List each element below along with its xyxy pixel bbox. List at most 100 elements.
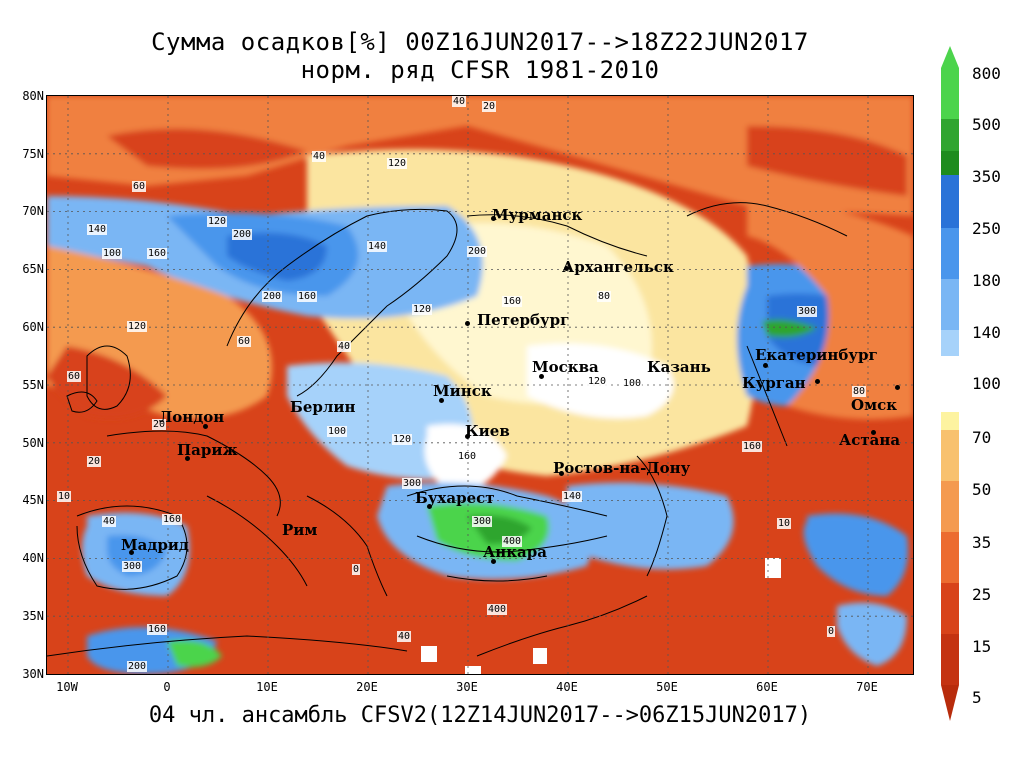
colorbar-swatch-140 xyxy=(941,279,959,330)
colorbar-label: 15 xyxy=(972,637,992,656)
contour-label: 10 xyxy=(57,491,72,502)
contour-label: 40 xyxy=(337,341,352,352)
colorbar-swatch-250 xyxy=(941,175,959,228)
chart-title-line1: Сумма осадков[%] 00Z16JUN2017-->18Z22JUN… xyxy=(151,28,809,56)
colorbar-swatch-15 xyxy=(941,583,959,634)
colorbar-label: 350 xyxy=(972,167,1001,186)
city-label-rome: Рим xyxy=(282,521,318,539)
ensemble-footer: 04 чл. ансамбль CFSV2(12Z14JUN2017-->06Z… xyxy=(148,703,812,728)
city-marker xyxy=(203,424,208,429)
city-label-moscow: Москва xyxy=(532,358,599,376)
contour-label: 0 xyxy=(352,564,361,575)
contour-label: 200 xyxy=(467,246,488,257)
map-gridlines xyxy=(47,96,913,674)
colorbar-label: 5 xyxy=(972,688,982,707)
colorbar-label: 100 xyxy=(972,374,1001,393)
city-label-astana: Астана xyxy=(839,431,901,449)
city-marker xyxy=(539,374,544,379)
colorbar-label: 500 xyxy=(972,115,1001,134)
colorbar-swatch-100-low xyxy=(941,330,959,356)
contour-label: 20 xyxy=(87,456,102,467)
city-marker xyxy=(491,559,496,564)
colorbar-label: 250 xyxy=(972,219,1001,238)
lat-label: 50N xyxy=(22,436,44,450)
lat-label: 70N xyxy=(22,204,44,218)
contour-label: 100 xyxy=(327,426,348,437)
lat-label: 65N xyxy=(22,262,44,276)
lat-label: 80N xyxy=(22,89,44,103)
lon-label: 10W xyxy=(56,680,78,694)
city-marker xyxy=(564,266,569,271)
colorbar-label: 25 xyxy=(972,585,992,604)
colorbar-swatch-180 xyxy=(941,228,959,279)
city-label-murmansk: Мурманск xyxy=(492,206,583,224)
colorbar-swatch-350 xyxy=(941,151,959,175)
city-label-minsk: Минск xyxy=(433,382,492,400)
city-marker xyxy=(871,430,876,435)
city-label-ankara: Анкара xyxy=(483,543,547,561)
city-label-yekaterinburg: Екатеринбург xyxy=(755,346,878,364)
contour-label: 160 xyxy=(147,248,168,259)
contour-label: 60 xyxy=(67,371,82,382)
contour-label: 120 xyxy=(207,216,228,227)
precipitation-map: 40 20 40 120 60 140 120 200 160 100 140 … xyxy=(46,95,914,675)
contour-label: 40 xyxy=(102,516,117,527)
city-label-kazan: Казань xyxy=(647,358,711,376)
lat-label: 45N xyxy=(22,493,44,507)
contour-label: 160 xyxy=(162,514,183,525)
lon-label: 30E xyxy=(456,680,478,694)
city-marker xyxy=(427,504,432,509)
colorbar-label: 70 xyxy=(972,428,992,447)
lat-label: 55N xyxy=(22,378,44,392)
contour-label: 300 xyxy=(472,516,493,527)
colorbar-swatch-800 xyxy=(941,68,959,119)
city-label-london: Лондон xyxy=(159,408,225,426)
contour-label: 120 xyxy=(587,376,608,387)
colorbar-label: 35 xyxy=(972,533,992,552)
lon-label: 40E xyxy=(556,680,578,694)
contour-label: 300 xyxy=(402,478,423,489)
city-label-arkhangelsk: Архангельск xyxy=(562,258,674,276)
contour-label: 160 xyxy=(147,624,168,635)
city-marker xyxy=(559,471,564,476)
colorbar-label: 140 xyxy=(972,323,1001,342)
contour-label: 160 xyxy=(742,441,763,452)
city-marker xyxy=(895,385,900,390)
contour-label: 20 xyxy=(482,101,497,112)
lon-label: 10E xyxy=(256,680,278,694)
lon-label: 70E xyxy=(856,680,878,694)
city-marker xyxy=(439,398,444,403)
city-label-omsk: Омск xyxy=(851,396,898,414)
colorbar-swatch-50 xyxy=(941,430,959,481)
lon-label: 50E xyxy=(656,680,678,694)
contour-label: 40 xyxy=(312,151,327,162)
contour-label: 80 xyxy=(852,386,867,397)
contour-label: 20 xyxy=(152,419,167,430)
lat-label: 60N xyxy=(22,320,44,334)
colorbar-swatch-5 xyxy=(941,634,959,685)
coastlines xyxy=(47,202,848,657)
contour-label: 140 xyxy=(367,241,388,252)
contour-label: 140 xyxy=(562,491,583,502)
colorbar xyxy=(941,46,959,721)
colorbar-top-arrow xyxy=(941,46,959,68)
colorbar-label: 800 xyxy=(972,64,1001,83)
lat-label: 35N xyxy=(22,609,44,623)
contour-label: 200 xyxy=(127,661,148,672)
city-label-madrid: Мадрид xyxy=(121,536,189,554)
city-label-paris: Париж xyxy=(177,441,238,459)
contour-label: 120 xyxy=(412,304,433,315)
colorbar-swatch-35 xyxy=(941,481,959,532)
lon-label: 20E xyxy=(356,680,378,694)
city-marker xyxy=(465,321,470,326)
contour-label: 60 xyxy=(237,336,252,347)
contour-label: 160 xyxy=(457,451,478,462)
city-label-rostov: Ростов-на-Дону xyxy=(553,459,691,477)
city-marker xyxy=(465,434,470,439)
lon-label: 0 xyxy=(163,680,171,694)
contour-label: 40 xyxy=(397,631,412,642)
city-marker xyxy=(763,363,768,368)
colorbar-bottom-arrow xyxy=(941,685,959,721)
contour-label: 80 xyxy=(597,291,612,302)
contour-label: 120 xyxy=(392,434,413,445)
